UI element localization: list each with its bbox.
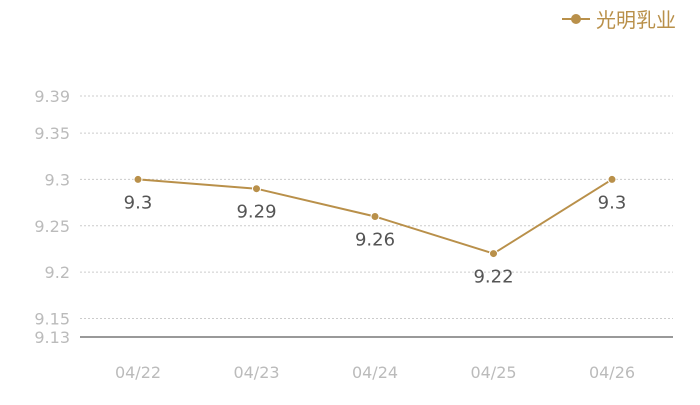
data-label: 9.22 [473, 267, 513, 288]
y-tick-label: 9.25 [34, 217, 70, 236]
data-label: 9.3 [124, 192, 153, 213]
x-tick-label: 04/22 [115, 363, 161, 382]
y-tick-label: 9.2 [45, 263, 70, 282]
x-tick-label: 04/23 [233, 363, 279, 382]
x-tick-label: 04/25 [470, 363, 516, 382]
data-point [489, 249, 498, 259]
y-tick-label: 9.15 [34, 309, 70, 328]
data-label: 9.26 [355, 230, 395, 251]
y-tick-label: 9.13 [34, 328, 70, 347]
y-tick-label: 9.35 [34, 124, 70, 143]
y-tick-label: 9.39 [34, 87, 70, 106]
data-point [133, 174, 143, 184]
data-point [370, 212, 380, 221]
data-point [252, 184, 261, 194]
legend-label: 光明乳业 [596, 8, 676, 32]
legend-marker-icon [562, 9, 590, 29]
data-label: 9.29 [236, 202, 276, 223]
data-label: 9.3 [598, 192, 627, 213]
x-tick-label: 04/24 [352, 363, 398, 382]
data-point [607, 174, 617, 184]
x-tick-label: 04/26 [589, 363, 635, 382]
legend[interactable]: 光明乳业 [562, 4, 676, 33]
y-tick-label: 9.3 [45, 170, 70, 189]
